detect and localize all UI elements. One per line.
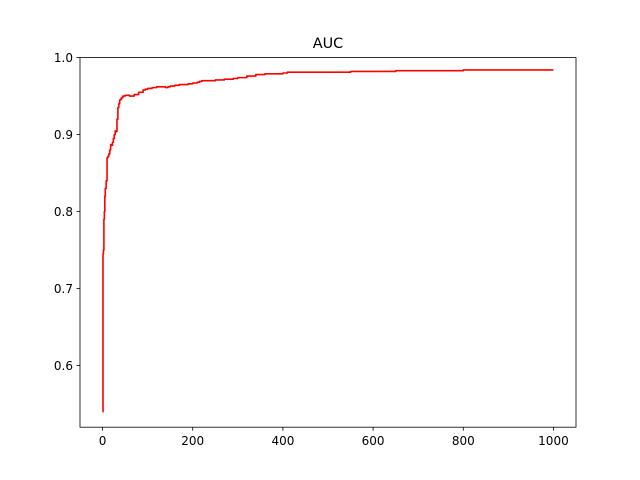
plot-area xyxy=(102,69,554,413)
x-tick-label: 0 xyxy=(99,434,107,448)
y-tick-label: 0.6 xyxy=(54,359,73,373)
x-tick-label: 1000 xyxy=(538,434,569,448)
y-tick-label: 0.9 xyxy=(54,128,73,142)
chart-title: AUC xyxy=(313,36,343,52)
axes-frame xyxy=(79,57,577,428)
y-tick-label: 1.0 xyxy=(54,51,73,65)
axis-ticks: 0 200 400 600 800 1000 0.6 0.7 0.8 0.9 1.0 xyxy=(54,51,569,448)
x-tick-label: 600 xyxy=(362,434,385,448)
x-tick-label: 400 xyxy=(271,434,294,448)
x-tick-label: 200 xyxy=(181,434,204,448)
y-tick-label: 0.8 xyxy=(54,205,73,219)
y-tick-label: 0.7 xyxy=(54,282,73,296)
x-tick-label: 800 xyxy=(452,434,475,448)
auc-series-line xyxy=(102,69,554,413)
